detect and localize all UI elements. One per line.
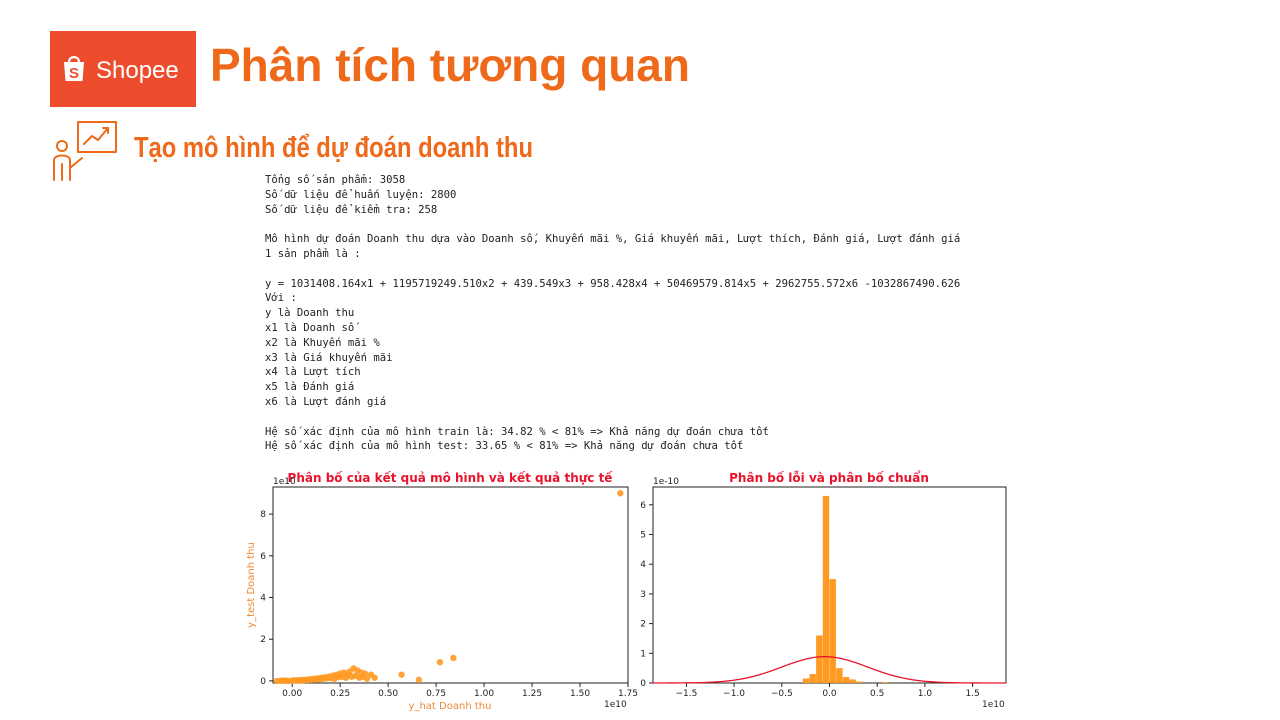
scatter-y-tick-label: 8 bbox=[260, 510, 266, 520]
histogram-x-tick-label: 1.0 bbox=[918, 689, 933, 699]
scatter-point bbox=[363, 675, 371, 683]
console-line: Mô hình dự đoán Doanh thu dựa vào Doanh … bbox=[265, 233, 961, 246]
scatter-x-tick-label: 1.50 bbox=[570, 689, 590, 699]
growth-chart-presenter-icon bbox=[53, 121, 117, 181]
console-line: Tổng số sản phẩm: 3058 bbox=[265, 174, 406, 186]
section-title: Tạo mô hình để dự đoán doanh thu bbox=[134, 132, 533, 164]
scatter-plot-frame bbox=[272, 486, 629, 684]
histogram-y-tick-label: 4 bbox=[640, 560, 646, 570]
histogram-y-scale-label: 1e-10 bbox=[653, 477, 679, 487]
histogram-x-tick-label: −1.0 bbox=[723, 689, 745, 699]
console-line: x3 là Giá khuyến mãi bbox=[265, 351, 393, 364]
scatter-x-tick-label: 1.00 bbox=[474, 689, 494, 699]
scatter-y-tick-label: 4 bbox=[260, 594, 266, 604]
scatter-x-tick-label: 1.75 bbox=[618, 689, 638, 699]
console-line: Số dữ liệu để huấn luyện: 2800 bbox=[265, 188, 457, 201]
scatter-y-axis-label: y_test Doanh thu bbox=[246, 542, 257, 628]
shopee-logo: S Shopee bbox=[50, 31, 196, 107]
console-line: Hệ số xác định của mô hình train là: 34.… bbox=[265, 425, 769, 438]
scatter-point bbox=[398, 671, 405, 678]
logo-text: Shopee bbox=[96, 57, 179, 84]
histogram-x-tick-label: 1.5 bbox=[965, 689, 979, 699]
histogram-y-tick-label: 5 bbox=[640, 531, 646, 541]
histogram-x-scale-label: 1e10 bbox=[982, 700, 1005, 710]
console-line: Với : bbox=[265, 292, 297, 305]
console-line: x2 là Khuyến mãi % bbox=[265, 336, 380, 349]
scatter-x-scale-label: 1e10 bbox=[604, 700, 627, 710]
histogram-x-tick-label: 0.5 bbox=[870, 689, 884, 699]
console-line: y là Doanh thu bbox=[265, 307, 355, 320]
histogram-y-tick-label: 3 bbox=[640, 590, 646, 600]
histogram-y-tick-label: 2 bbox=[640, 620, 646, 630]
scatter-point bbox=[450, 654, 457, 662]
normal-distribution-curve bbox=[653, 656, 1006, 684]
histogram-x-tick-label: −1.5 bbox=[675, 689, 697, 699]
page-title: Phân tích tương quan bbox=[210, 39, 690, 91]
histogram-bar bbox=[881, 682, 889, 683]
scatter-chart: Phân bố của kết quả mô hình và kết quả t… bbox=[246, 471, 638, 712]
console-line: Số dữ liệu để kiểm tra: 258 bbox=[265, 203, 438, 216]
scatter-x-tick-label: 1.25 bbox=[522, 689, 542, 699]
console-line: x5 là Đánh giá bbox=[265, 381, 355, 394]
console-line: y = 1031408.164x1 + 1195719249.510x2 + 4… bbox=[265, 277, 961, 290]
console-line: Hệ số xác định của mô hình test: 33.65 %… bbox=[265, 440, 744, 453]
scatter-x-tick-label: 0.00 bbox=[282, 689, 302, 699]
scatter-point bbox=[361, 670, 369, 677]
histogram-y-tick-label: 0 bbox=[640, 679, 646, 689]
console-line: x4 là Lượt tích bbox=[265, 366, 361, 379]
histogram-bar bbox=[802, 678, 810, 683]
scatter-y-tick-label: 6 bbox=[260, 552, 266, 562]
histogram-bar bbox=[829, 579, 836, 683]
histogram-x-tick-label: 0.0 bbox=[822, 689, 837, 699]
histogram-bar bbox=[809, 674, 816, 683]
console-output: Tổng số sản phẩm: 3058 Số dữ liệu để huấn… bbox=[265, 173, 960, 454]
scatter-x-tick-label: 0.75 bbox=[426, 689, 446, 699]
histogram-bar bbox=[836, 668, 843, 683]
scatter-chart-title: Phân bố của kết quả mô hình và kết quả t… bbox=[288, 471, 614, 485]
scatter-point bbox=[436, 658, 444, 666]
console-line: x1 là Doanh số bbox=[265, 321, 355, 334]
scatter-x-tick-label: 0.50 bbox=[378, 689, 398, 699]
histogram-bar bbox=[856, 681, 863, 683]
svg-text:S: S bbox=[69, 65, 79, 82]
scatter-point bbox=[617, 490, 624, 497]
histogram-bar bbox=[822, 495, 830, 683]
scatter-x-axis-label: y_hat Doanh thu bbox=[409, 701, 492, 712]
console-line: x6 là Lượt đánh giá bbox=[265, 395, 387, 408]
histogram-bar bbox=[849, 679, 856, 683]
scatter-point bbox=[371, 674, 378, 681]
scatter-point bbox=[415, 676, 423, 684]
scatter-x-tick-label: 0.25 bbox=[330, 689, 350, 699]
histogram-bar bbox=[842, 677, 850, 683]
console-line: 1 sản phẩm là : bbox=[265, 247, 361, 260]
histogram-bar bbox=[816, 635, 823, 683]
scatter-y-tick-label: 0 bbox=[260, 677, 266, 687]
histogram-chart-title: Phân bố lỗi và phân bố chuẩn bbox=[729, 470, 929, 485]
scatter-y-tick-label: 2 bbox=[260, 635, 266, 645]
shopping-bag-icon: S bbox=[64, 56, 84, 82]
histogram-x-tick-label: −0.5 bbox=[771, 689, 793, 699]
scatter-y-scale-label: 1e10 bbox=[273, 477, 296, 487]
histogram-y-tick-label: 1 bbox=[640, 649, 646, 659]
histogram-chart: Phân bố lỗi và phân bố chuẩn 1e-10 1e10 … bbox=[640, 470, 1007, 710]
histogram-y-tick-label: 6 bbox=[640, 501, 646, 511]
